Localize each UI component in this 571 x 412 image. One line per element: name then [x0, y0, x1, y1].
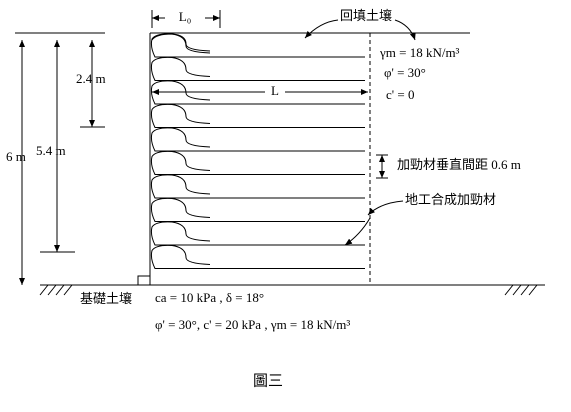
hatch: [63, 284, 73, 296]
height-label: 2.4 m: [76, 71, 106, 86]
gamma-label: γm = 18 kN/m³: [379, 45, 460, 60]
toe-block: [137, 275, 151, 286]
spacing-label: 加勁材垂直間距 0.6 m: [397, 157, 521, 172]
backfill-label: 回填土壤: [340, 8, 392, 23]
reinforcement: [150, 56, 365, 81]
foundation-props: φ' = 30°, c' = 20 kPa , γm = 18 kN/m³: [155, 317, 350, 332]
foundation-props: ca = 10 kPa , δ = 18°: [155, 290, 264, 305]
hatch: [39, 284, 49, 296]
l0-label: L₀: [179, 9, 191, 24]
height-label: 5.4 m: [36, 143, 66, 158]
hatch: [47, 284, 57, 296]
hatch: [55, 284, 65, 296]
hatch: [528, 284, 538, 296]
reinforcement: [151, 33, 211, 52]
reinforcement: [150, 103, 365, 128]
leader: [367, 200, 404, 216]
wall-drawing: [15, 10, 545, 296]
leader: [344, 217, 371, 246]
reinforcement: [150, 127, 365, 152]
reinforcement: [150, 174, 365, 199]
height-label: 6 m: [6, 149, 26, 164]
reinforcement: [150, 197, 365, 222]
reinforcement: [150, 80, 365, 105]
geosynthetic-label: 地工合成加勁材: [405, 192, 496, 207]
leader: [394, 19, 416, 41]
reinforcement: [150, 244, 365, 269]
l-label: L: [271, 83, 279, 98]
caption: 圖三: [253, 372, 283, 389]
hatch: [520, 284, 530, 296]
leader: [304, 19, 339, 39]
foundation-label: 基礎土壤: [80, 291, 132, 306]
reinforcement: [150, 221, 365, 246]
hatch: [512, 284, 522, 296]
c-label: c' = 0: [386, 87, 414, 102]
hatch: [504, 284, 514, 296]
phi-label: φ' = 30°: [384, 65, 426, 80]
reinforcement: [150, 150, 365, 175]
